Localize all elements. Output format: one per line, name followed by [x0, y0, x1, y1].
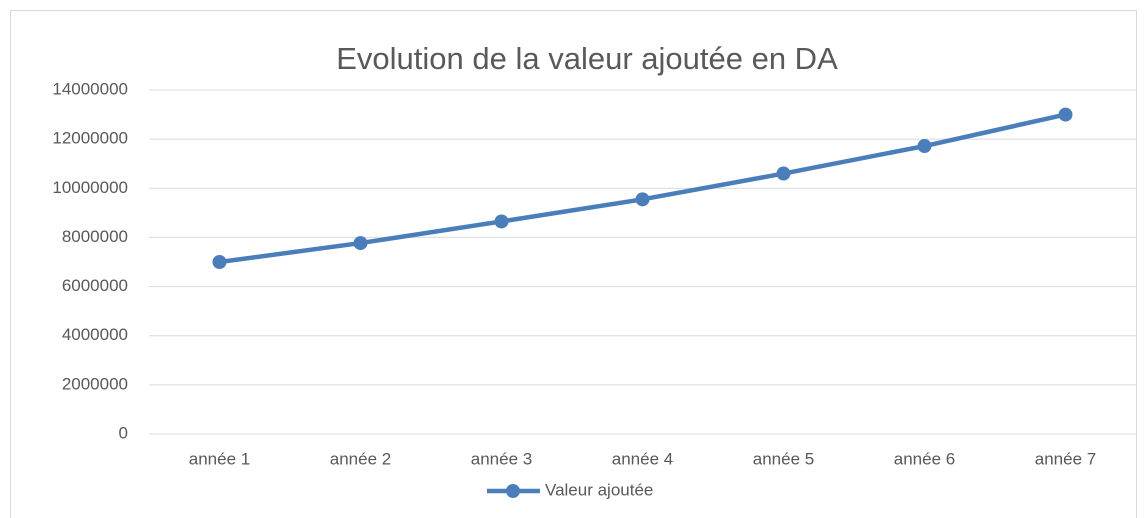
point-marker [353, 236, 368, 251]
x-tick-label: année 6 [894, 449, 955, 468]
x-tick-label: année 2 [330, 449, 391, 468]
chart-title: Evolution de la valeur ajoutée en DA [336, 41, 838, 76]
y-tick-label: 6000000 [62, 276, 128, 295]
y-tick-label: 2000000 [62, 374, 128, 393]
point-marker [776, 166, 791, 181]
legend-marker [506, 484, 520, 498]
y-tick-label: 8000000 [62, 227, 128, 246]
point-marker [635, 192, 650, 207]
x-tick-label: année 4 [612, 449, 673, 468]
y-tick-label: 14000000 [52, 79, 128, 98]
y-tick-label: 12000000 [52, 129, 128, 148]
x-tick-label: année 1 [189, 449, 250, 468]
y-tick-label: 4000000 [62, 325, 128, 344]
x-tick-label: année 3 [471, 449, 532, 468]
point-marker [494, 214, 509, 229]
chart-border [10, 10, 1137, 518]
point-marker [917, 139, 932, 154]
y-tick-label: 10000000 [52, 178, 128, 197]
legend-label: Valeur ajoutée [545, 480, 653, 499]
x-tick-label: année 5 [753, 449, 814, 468]
y-tick-label: 0 [119, 423, 128, 442]
point-marker [212, 255, 227, 269]
point-marker [1058, 107, 1073, 122]
x-tick-label: année 7 [1035, 449, 1096, 468]
